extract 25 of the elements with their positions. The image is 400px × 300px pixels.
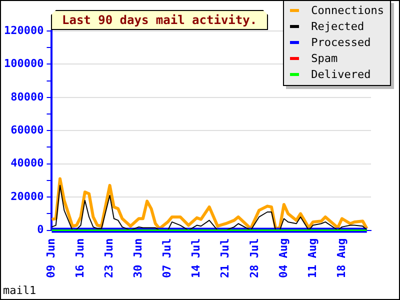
y-tick-label: 20000 bbox=[10, 190, 44, 203]
y-tick-label: 60000 bbox=[10, 123, 44, 136]
y-tick-label: 120000 bbox=[4, 24, 44, 37]
x-tick-label: 28 Jul bbox=[248, 238, 261, 278]
x-tick-label: 07 Jul bbox=[160, 238, 174, 278]
chart-title: Last 90 days mail activity. bbox=[51, 10, 268, 30]
legend-label: Spam bbox=[310, 51, 339, 67]
x-tick-label: 09 Jun bbox=[44, 238, 58, 278]
y-tick-label: 0 bbox=[37, 223, 44, 236]
legend-label: Connections bbox=[310, 3, 384, 19]
x-tick-label: 14 Jul bbox=[190, 238, 203, 278]
y-tick-label: 100000 bbox=[4, 57, 44, 70]
x-tick-label: 16 Jun bbox=[74, 238, 87, 278]
x-tick-label: 04 Aug bbox=[276, 238, 290, 278]
x-tick-label: 11 Aug bbox=[306, 238, 319, 278]
x-tick-label: 18 Aug bbox=[334, 238, 348, 278]
legend-label: Processed bbox=[310, 35, 372, 51]
legend-label: Rejected bbox=[310, 19, 366, 35]
x-tick-label: 21 Jul bbox=[218, 238, 232, 278]
x-tick-label: 30 Jun bbox=[132, 238, 145, 278]
x-tick-label: 23 Jun bbox=[102, 238, 116, 278]
y-tick-label: 80000 bbox=[10, 90, 44, 104]
text: mail1 bbox=[3, 284, 36, 297]
legend-label: Delivered bbox=[310, 67, 372, 83]
y-tick-label: 40000 bbox=[10, 156, 44, 170]
